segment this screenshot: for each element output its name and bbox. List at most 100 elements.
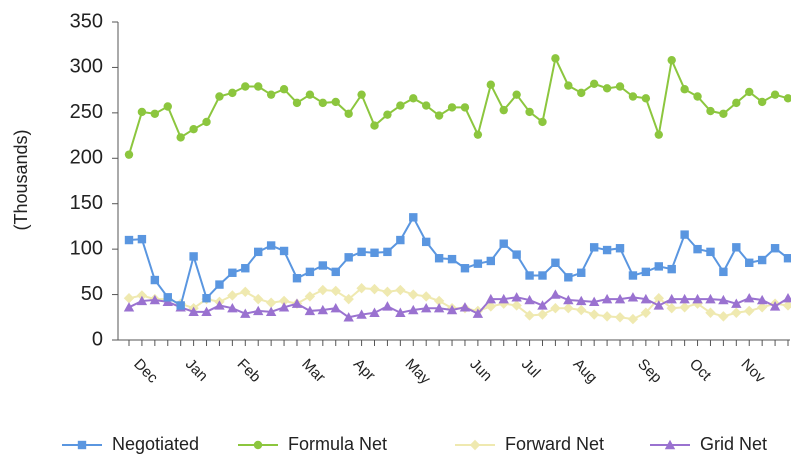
marker — [124, 150, 134, 159]
marker — [460, 103, 470, 112]
marker — [265, 306, 277, 317]
marker — [627, 292, 639, 302]
marker — [538, 271, 547, 280]
marker — [396, 101, 405, 110]
marker — [485, 293, 497, 304]
marker — [640, 293, 652, 304]
y-tick-label: 50 — [81, 283, 103, 305]
marker — [499, 239, 508, 248]
marker — [718, 294, 729, 305]
marker — [150, 109, 160, 118]
marker — [601, 311, 613, 322]
marker — [511, 292, 522, 302]
marker — [770, 244, 780, 253]
marker — [434, 254, 444, 263]
legend-marker — [664, 439, 676, 450]
marker — [601, 293, 613, 304]
marker — [667, 264, 676, 274]
marker — [485, 301, 497, 312]
legend-label: Grid Net — [700, 434, 767, 454]
marker — [512, 90, 521, 99]
marker — [344, 253, 353, 262]
marker — [420, 291, 432, 302]
marker — [369, 283, 380, 295]
marker — [576, 295, 587, 306]
marker — [318, 261, 328, 270]
marker — [344, 109, 353, 118]
marker — [228, 88, 237, 98]
marker — [253, 305, 264, 316]
marker — [524, 294, 535, 305]
marker — [537, 309, 548, 320]
x-tick-label: Feb — [234, 356, 264, 386]
marker — [446, 304, 458, 315]
marker — [577, 88, 586, 98]
marker — [163, 102, 172, 111]
marker — [188, 306, 199, 317]
marker — [563, 303, 574, 314]
x-tick-label: Sep — [634, 356, 665, 387]
marker — [756, 302, 768, 313]
x-tick-label: May — [402, 356, 434, 388]
marker — [588, 309, 600, 320]
marker — [782, 300, 791, 311]
marker — [292, 274, 302, 283]
marker — [524, 310, 535, 321]
marker — [679, 302, 690, 313]
marker — [291, 298, 303, 308]
marker — [331, 267, 340, 277]
marker — [434, 111, 444, 120]
marker — [343, 293, 354, 305]
marker — [498, 293, 509, 304]
marker — [356, 283, 367, 294]
marker — [189, 252, 198, 261]
legend-label: Formula Net — [288, 434, 387, 454]
marker — [602, 84, 612, 93]
marker — [654, 130, 663, 139]
marker — [614, 293, 626, 304]
marker — [460, 264, 470, 273]
marker — [241, 82, 250, 91]
marker — [317, 284, 329, 296]
marker — [447, 103, 457, 112]
marker — [305, 267, 315, 277]
marker — [279, 85, 289, 94]
marker — [241, 264, 250, 273]
marker — [149, 294, 161, 305]
marker — [383, 247, 392, 257]
marker — [215, 92, 224, 101]
marker — [318, 98, 328, 108]
marker — [382, 286, 393, 298]
marker — [577, 268, 586, 277]
marker — [602, 245, 612, 255]
series-line — [128, 215, 789, 308]
legend-marker — [469, 439, 481, 451]
marker — [123, 293, 135, 304]
y-tick-label: 150 — [70, 192, 103, 214]
marker — [433, 303, 445, 313]
marker — [667, 55, 676, 65]
marker — [511, 300, 522, 311]
marker — [201, 306, 212, 317]
y-tick-label: 200 — [70, 147, 103, 169]
marker — [369, 307, 380, 317]
marker — [486, 256, 496, 266]
marker — [719, 109, 728, 118]
legend-label: Negotiated — [112, 434, 199, 454]
marker — [447, 254, 457, 264]
marker — [640, 307, 652, 318]
marker — [706, 106, 715, 116]
marker — [305, 90, 315, 99]
marker — [628, 271, 638, 280]
y-tick-label: 250 — [70, 101, 103, 123]
marker — [137, 107, 147, 117]
x-tick-label: Jan — [182, 356, 211, 385]
y-tick-label: 350 — [70, 10, 103, 32]
marker — [408, 289, 419, 300]
marker — [692, 293, 703, 304]
marker — [705, 307, 716, 318]
marker — [745, 87, 754, 97]
marker — [653, 300, 664, 310]
marker — [265, 297, 277, 308]
